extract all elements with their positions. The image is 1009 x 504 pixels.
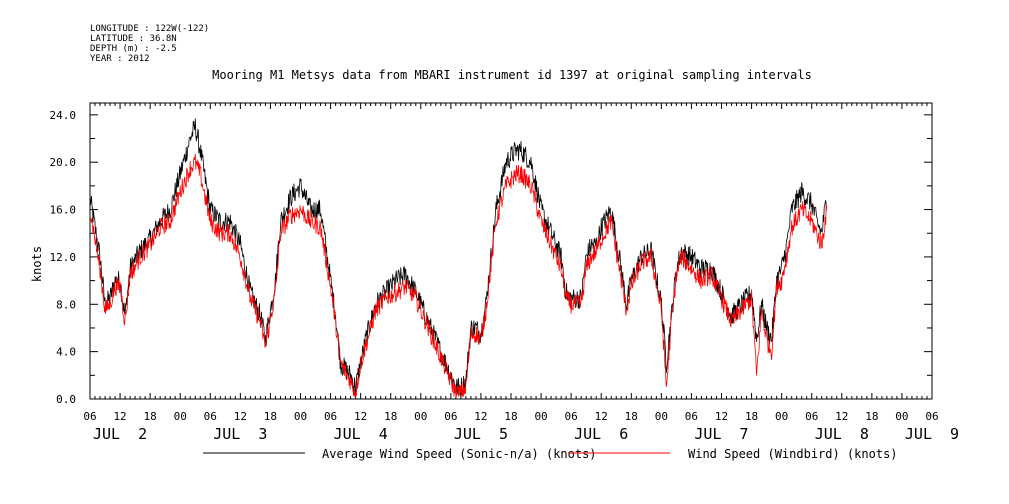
series-line-average-wind: [90, 119, 827, 397]
x-tick-label: 12: [354, 410, 367, 423]
y-tick-label: 4.0: [56, 346, 76, 359]
y-axis-label: knots: [30, 246, 44, 282]
x-day-label: JUL 8: [815, 425, 869, 443]
x-day-label: JUL 4: [334, 425, 388, 443]
x-tick-label: 12: [234, 410, 247, 423]
x-tick-label: 00: [294, 410, 307, 423]
x-day-labels: JUL 2 JUL 3 JUL 4 JUL 5 JUL 6 JUL 7 JUL 8 JUL 9: [93, 425, 959, 443]
x-tick-label: 12: [113, 410, 126, 423]
x-tick-label: 06: [565, 410, 578, 423]
y-tick-labels: 0.0 4.0 8.0 12.0 16.0 20.0 24.0: [50, 109, 77, 406]
x-tick-label: 00: [534, 410, 547, 423]
chart-title: Mooring M1 Metsys data from MBARI instru…: [212, 68, 812, 82]
x-tick-label: 06: [83, 410, 96, 423]
x-tick-label: 00: [414, 410, 427, 423]
x-tick-label: 18: [264, 410, 277, 423]
y-tick-label: 20.0: [50, 156, 77, 169]
x-day-label: JUL 9: [905, 425, 959, 443]
x-tick-label: 00: [655, 410, 668, 423]
x-tick-label: 12: [595, 410, 608, 423]
x-tick-label: 06: [685, 410, 698, 423]
x-day-label: JUL 2: [93, 425, 147, 443]
x-tick-label: 06: [925, 410, 938, 423]
x-tick-labels: 06 12 18 00 06 12 18 00 06 12 18 00 06 12 18 00 06 12 18 00…: [83, 410, 938, 423]
x-tick-label: 18: [384, 410, 397, 423]
longitude-label: LONGITUDE : 122W(-122): [90, 24, 209, 34]
x-tick-label: 06: [324, 410, 337, 423]
year-label: YEAR : 2012: [90, 54, 150, 64]
x-day-label: JUL 3: [213, 425, 267, 443]
x-tick-label: 12: [715, 410, 728, 423]
x-tick-label: 18: [745, 410, 758, 423]
x-tick-label: 06: [444, 410, 457, 423]
x-tick-label: 00: [174, 410, 187, 423]
x-tick-label: 18: [504, 410, 517, 423]
depth-label: DEPTH (m) : -2.5: [90, 44, 177, 54]
legend-label-average-wind: Average Wind Speed (Sonic-n/a) (knots): [322, 447, 597, 461]
x-tick-label: 00: [895, 410, 908, 423]
y-tick-label: 0.0: [56, 393, 76, 406]
latitude-label: LATITUDE : 36.8N: [90, 34, 177, 44]
x-day-label: JUL 7: [694, 425, 748, 443]
x-tick-label: 06: [204, 410, 217, 423]
x-tick-label: 18: [865, 410, 878, 423]
x-tick-label: 18: [144, 410, 157, 423]
x-day-label: JUL 5: [454, 425, 508, 443]
x-day-label: JUL 6: [574, 425, 628, 443]
x-tick-label: 12: [835, 410, 848, 423]
x-tick-label: 18: [625, 410, 638, 423]
y-tick-label: 24.0: [50, 109, 77, 122]
x-tick-label: 12: [474, 410, 487, 423]
y-tick-label: 16.0: [50, 204, 77, 217]
y-tick-label: 12.0: [50, 251, 77, 264]
legend-label-windbird: Wind Speed (Windbird) (knots): [688, 447, 898, 461]
x-tick-label: 00: [775, 410, 788, 423]
y-tick-label: 8.0: [56, 298, 76, 311]
series-lines: [90, 119, 827, 397]
x-tick-label: 06: [805, 410, 818, 423]
